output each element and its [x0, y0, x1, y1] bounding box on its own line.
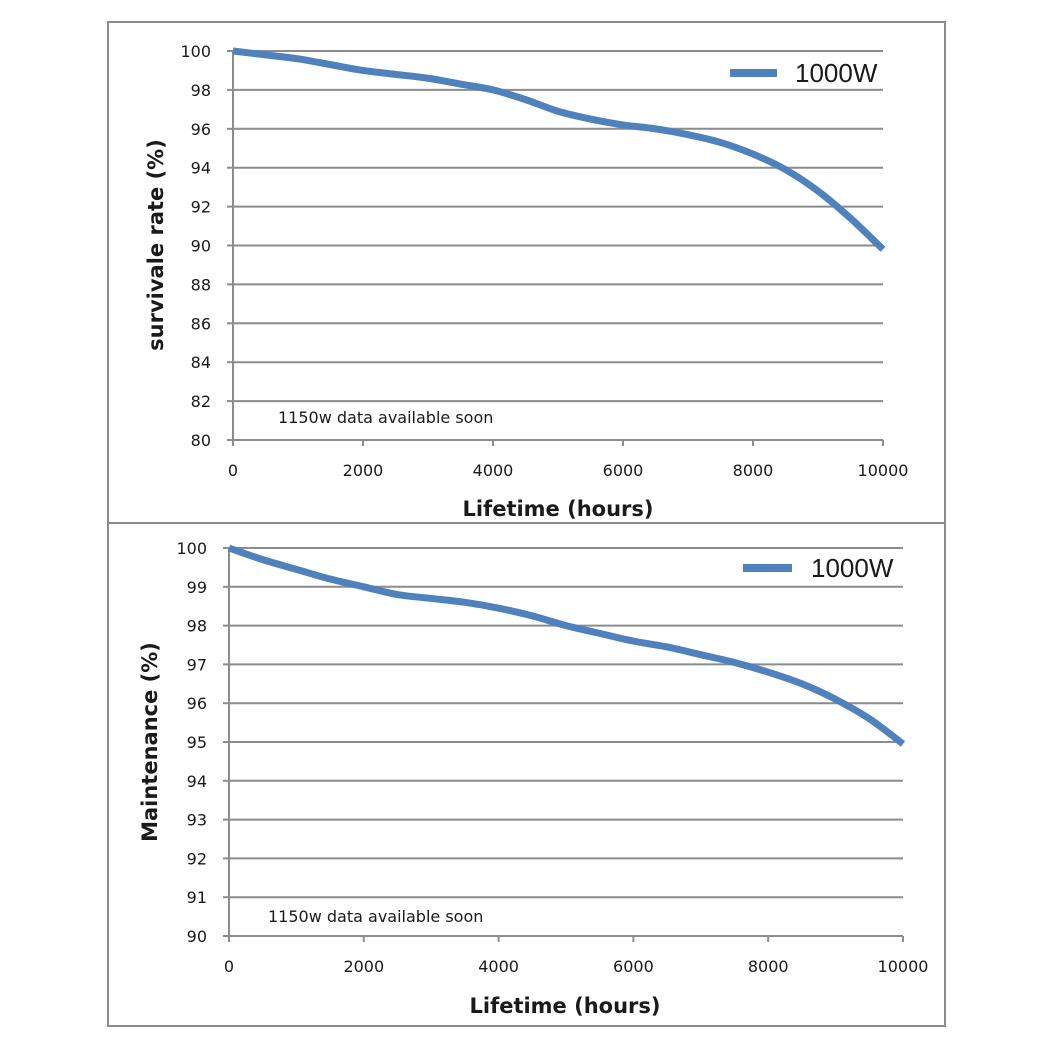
y-tick-label: 80 [191, 431, 211, 450]
y-tick-label: 95 [187, 733, 207, 752]
y-tick-label: 93 [187, 811, 207, 830]
x-axis-title: Lifetime (hours) [469, 994, 660, 1018]
x-tick-label: 10000 [858, 461, 909, 480]
y-tick-labels: 90 91 92 93 94 95 96 97 98 99 100 [176, 539, 207, 946]
y-tick-label: 90 [191, 237, 211, 256]
x-tick-label: 0 [224, 957, 234, 976]
y-tick-label: 97 [187, 655, 207, 674]
x-tick-label: 2000 [343, 957, 384, 976]
series-lines [232, 47, 886, 252]
series-lines [227, 544, 906, 747]
x-tick-label: 4000 [478, 957, 519, 976]
data-note: 1150w data available soon [278, 408, 493, 427]
y-tick-labels: 80 82 84 86 88 90 92 94 96 98 100 [180, 42, 211, 450]
x-axis-title: Lifetime (hours) [462, 497, 653, 521]
x-tick-label: 2000 [343, 461, 384, 480]
data-note: 1150w data available soon [268, 907, 483, 926]
y-tick-label: 92 [191, 198, 211, 217]
y-tick-label: 96 [191, 120, 211, 139]
x-tick-label: 6000 [613, 957, 654, 976]
y-tick-label: 90 [187, 927, 207, 946]
y-tick-label: 86 [191, 314, 211, 333]
series-line-1000w [232, 47, 886, 252]
y-tick-label: 94 [191, 159, 211, 178]
x-tick-label: 8000 [748, 957, 789, 976]
y-tick-label: 82 [191, 392, 211, 411]
axes [223, 547, 904, 942]
y-tick-label: 91 [187, 888, 207, 907]
y-tick-label: 100 [180, 42, 211, 61]
grid-lines [229, 547, 903, 899]
legend-label: 1000W [811, 553, 894, 583]
x-tick-label: 8000 [733, 461, 774, 480]
y-axis-title: survivale rate (%) [144, 139, 168, 351]
y-tick-label: 94 [187, 772, 207, 791]
x-tick-label: 6000 [603, 461, 644, 480]
y-axis-title: Maintenance (%) [138, 642, 162, 842]
axes [227, 50, 884, 446]
legend-label: 1000W [795, 58, 878, 88]
y-tick-label: 88 [191, 275, 211, 294]
y-tick-label: 99 [187, 578, 207, 597]
series-line-1000w [227, 544, 906, 747]
x-tick-label: 0 [228, 461, 238, 480]
y-tick-label: 84 [191, 353, 211, 372]
legend: 1000W [743, 553, 894, 583]
grid-lines [233, 50, 883, 403]
survival-rate-chart: 80 82 84 86 88 90 92 94 96 98 100 0 2000 4000 6000 800… [144, 42, 908, 521]
y-tick-label: 98 [191, 81, 211, 100]
y-tick-label: 98 [187, 617, 207, 636]
x-tick-labels: 0 2000 4000 6000 8000 10000 [224, 957, 929, 976]
legend: 1000W [730, 58, 878, 88]
x-tick-label: 10000 [878, 957, 929, 976]
y-tick-label: 100 [176, 539, 207, 558]
x-tick-labels: 0 2000 4000 6000 8000 10000 [228, 461, 909, 480]
y-tick-label: 96 [187, 694, 207, 713]
y-tick-label: 92 [187, 849, 207, 868]
maintenance-chart: 90 91 92 93 94 95 96 97 98 99 100 0 2000 4000 6000 800… [138, 539, 928, 1018]
x-tick-label: 4000 [473, 461, 514, 480]
